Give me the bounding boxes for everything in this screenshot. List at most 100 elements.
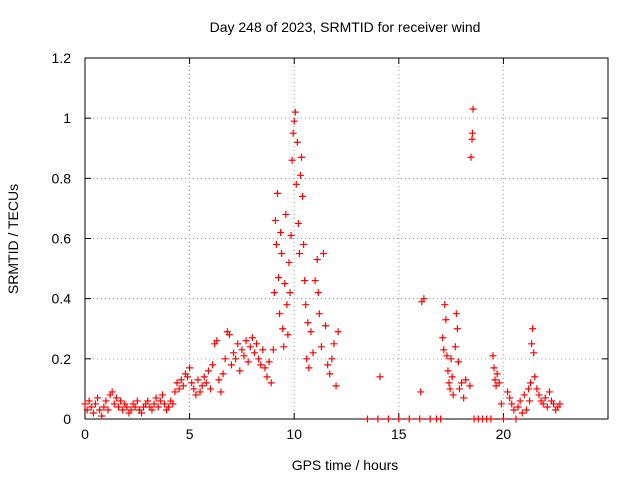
data-point-marker [287, 231, 295, 239]
data-point-marker [282, 210, 290, 218]
data-point-marker [83, 406, 91, 414]
chart-title: Day 248 of 2023, SRMTID for receiver win… [210, 19, 481, 35]
data-point-marker [405, 415, 413, 423]
data-point-marker [225, 331, 233, 339]
data-point-marker [314, 289, 322, 297]
data-point-marker [556, 400, 564, 408]
data-point-marker [221, 355, 229, 363]
data-point-marker [87, 403, 95, 411]
data-point-marker [207, 385, 215, 393]
data-point-marker [311, 277, 319, 285]
data-point-marker [533, 385, 541, 393]
data-point-marker [441, 301, 449, 309]
data-points [81, 105, 564, 423]
grid-lines [85, 58, 608, 419]
data-point-marker [504, 388, 512, 396]
x-tick-label: 10 [286, 426, 302, 442]
y-tick-label: 0 [63, 411, 71, 427]
data-point-marker [363, 415, 371, 423]
data-point-marker [267, 379, 275, 387]
data-point-marker [525, 385, 533, 393]
data-point-marker [444, 367, 452, 375]
data-point-marker [508, 400, 516, 408]
data-point-marker [238, 346, 246, 354]
data-point-marker [303, 355, 311, 363]
data-point-marker [491, 376, 499, 384]
data-point-marker [156, 397, 164, 405]
data-point-marker [209, 361, 217, 369]
data-point-marker [279, 325, 287, 333]
data-point-marker [449, 391, 457, 399]
data-point-marker [490, 364, 498, 372]
data-point-marker [265, 358, 273, 366]
data-point-marker [152, 394, 160, 402]
data-point-marker [123, 403, 131, 411]
data-point-marker [194, 376, 202, 384]
data-point-marker [127, 406, 135, 414]
data-point-marker [230, 349, 238, 357]
data-point-marker [527, 379, 535, 387]
data-point-marker [545, 388, 553, 396]
axis-tick-labels: 0 5 10 15 20 0 0.2 0.4 0.6 0.8 1 1.2 [52, 50, 512, 442]
data-point-marker [445, 379, 453, 387]
data-point-marker [531, 373, 539, 381]
data-point-marker [112, 394, 120, 402]
data-point-marker [269, 346, 277, 354]
data-point-marker [514, 403, 522, 411]
data-point-marker [285, 259, 293, 267]
data-point-marker [296, 171, 304, 179]
data-point-marker [305, 364, 313, 372]
x-tick-label: 5 [186, 426, 194, 442]
data-point-marker [227, 361, 235, 369]
data-point-marker [319, 250, 327, 258]
data-point-marker [493, 370, 501, 378]
data-point-marker [190, 385, 198, 393]
data-point-marker [284, 331, 292, 339]
data-point-marker [219, 370, 227, 378]
data-point-marker [179, 382, 187, 390]
data-point-marker [294, 219, 302, 227]
data-point-marker [290, 117, 298, 125]
data-point-marker [275, 274, 283, 282]
data-point-marker [184, 373, 192, 381]
data-point-marker [426, 415, 434, 423]
y-tick-label: 0.2 [52, 351, 72, 367]
data-point-marker [326, 370, 334, 378]
data-point-marker [452, 310, 460, 318]
data-point-marker [91, 400, 99, 408]
data-point-marker [154, 403, 162, 411]
data-point-marker [448, 373, 456, 381]
y-tick-label: 0.4 [52, 291, 72, 307]
data-point-marker [186, 364, 194, 372]
data-point-marker [315, 310, 323, 318]
data-point-marker [442, 316, 450, 324]
data-point-marker [94, 394, 102, 402]
data-point-marker [535, 391, 543, 399]
data-point-marker [298, 153, 306, 161]
data-point-marker [417, 388, 425, 396]
data-point-marker [272, 241, 280, 249]
data-point-marker [416, 415, 424, 423]
data-point-marker [460, 394, 468, 402]
data-point-marker [114, 403, 122, 411]
y-tick-label: 1 [63, 110, 71, 126]
data-point-marker [192, 391, 200, 399]
data-point-marker [543, 403, 551, 411]
data-point-marker [96, 406, 104, 414]
data-point-marker [293, 138, 301, 146]
data-point-marker [119, 406, 127, 414]
data-point-marker [541, 394, 549, 402]
data-point-marker [270, 289, 278, 297]
data-point-marker [171, 388, 179, 396]
data-point-marker [110, 400, 118, 408]
data-point-marker [81, 400, 89, 408]
data-point-marker [242, 337, 250, 345]
data-point-marker [529, 325, 537, 333]
data-point-marker [302, 301, 310, 309]
data-point-marker [253, 340, 261, 348]
data-point-marker [526, 397, 534, 405]
data-point-marker [177, 376, 185, 384]
data-point-marker [497, 400, 505, 408]
data-point-marker [374, 415, 382, 423]
